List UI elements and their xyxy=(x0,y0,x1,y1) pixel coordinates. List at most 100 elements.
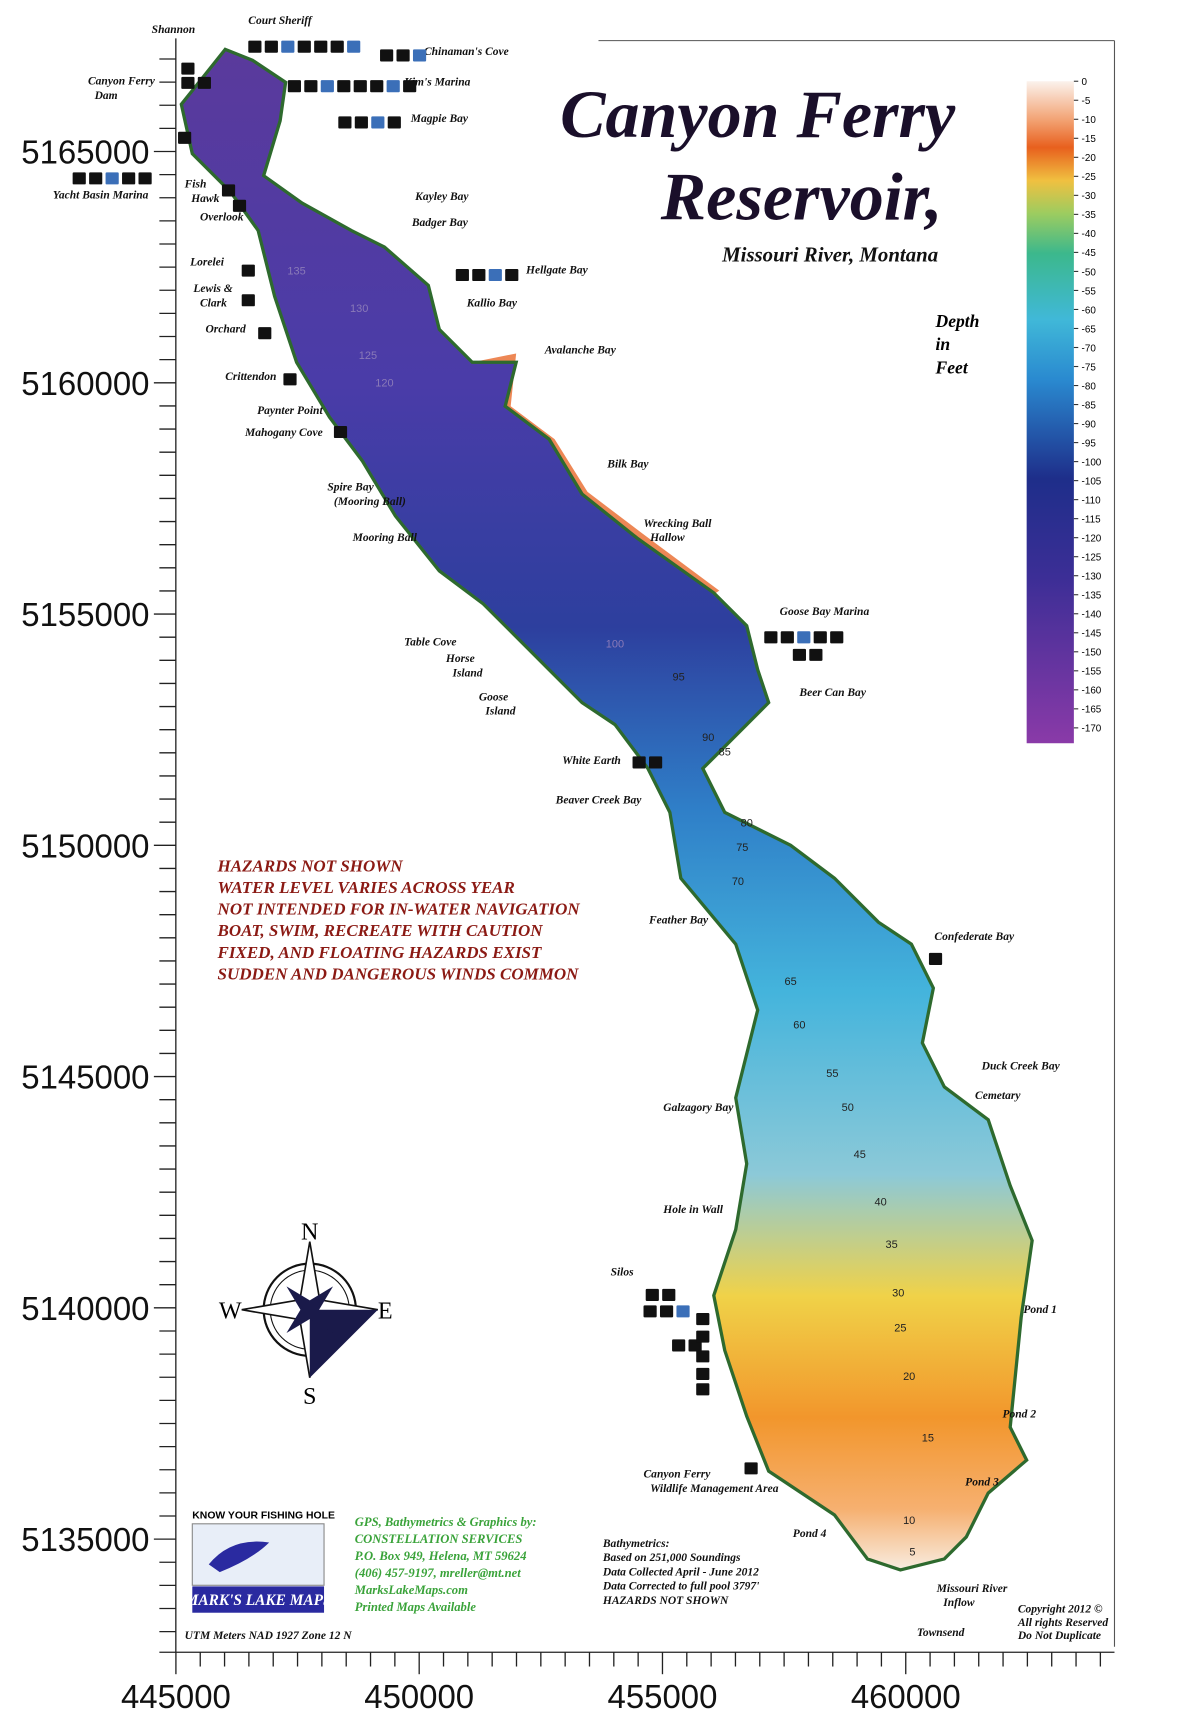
legend-tick-label: -110 xyxy=(1082,495,1102,506)
compass-e: E xyxy=(378,1298,393,1325)
legend-tick-label: -45 xyxy=(1082,248,1097,259)
y-tick-label: 5135000 xyxy=(21,1521,149,1558)
logo-name: MARK'S LAKE MAPS xyxy=(184,1592,332,1609)
amenity-icon xyxy=(380,49,394,62)
amenity-icon xyxy=(347,40,361,53)
legend-tick-label: -115 xyxy=(1082,515,1102,526)
amenity-icon xyxy=(645,1288,659,1301)
contour-label: 25 xyxy=(894,1323,906,1335)
legend-tick-label: -120 xyxy=(1082,534,1102,545)
logo-slogan: KNOW YOUR FISHING HOLE xyxy=(192,1510,335,1521)
projection-note: UTM Meters NAD 1927 Zone 12 N xyxy=(185,1630,353,1642)
x-tick-label: 460000 xyxy=(851,1678,961,1715)
place-label: Goose xyxy=(479,691,508,703)
contour-label: 10 xyxy=(903,1515,915,1527)
place-label: Orchard xyxy=(205,324,246,336)
credit-line: GPS, Bathymetrics & Graphics by: xyxy=(355,1515,537,1529)
legend-tick-label: -15 xyxy=(1082,134,1097,145)
amenity-icon xyxy=(287,80,301,93)
contour-label: 95 xyxy=(673,672,685,684)
legend-tick-label: -135 xyxy=(1082,591,1102,602)
legend-tick-label: -85 xyxy=(1082,400,1097,411)
y-tick-label: 5145000 xyxy=(21,1059,149,1096)
contour-label: 55 xyxy=(826,1068,838,1080)
title-line: Canyon Ferry xyxy=(560,76,956,152)
amenity-icon xyxy=(659,1305,674,1318)
subtitle: Missouri River, Montana xyxy=(721,242,938,266)
annotations: 5135000 5140000 5145000 5150000 5155000 51600… xyxy=(21,15,1108,1715)
logo-banner xyxy=(192,1586,325,1613)
legend-tick-label: -40 xyxy=(1082,229,1097,240)
place-label: (Mooring Ball) xyxy=(334,496,406,508)
place-label: Island xyxy=(451,667,482,679)
hazard-line: FIXED, AND FLOATING HAZARDS EXIST xyxy=(217,943,542,962)
contour-label: 65 xyxy=(785,976,797,988)
place-label: Overlook xyxy=(200,212,244,224)
amenity-icon xyxy=(105,172,119,185)
hazard-line: WATER LEVEL VARIES ACROSS YEAR xyxy=(218,878,515,897)
place-label: Dam xyxy=(94,90,118,102)
legend-tick-label: -145 xyxy=(1082,629,1102,640)
place-label: Hole in Wall xyxy=(662,1204,724,1216)
place-label: Hawk xyxy=(190,193,219,205)
place-label: Pond 4 xyxy=(793,1528,827,1540)
amenity-icon xyxy=(632,756,646,769)
amenity-icon xyxy=(696,1367,710,1380)
place-label: Shannon xyxy=(152,24,196,36)
legend-tick-label: -125 xyxy=(1082,553,1102,564)
place-label: Lorelei xyxy=(189,257,225,269)
amenity-icon xyxy=(304,80,318,93)
survey-note: HAZARDS NOT SHOWN xyxy=(602,1595,729,1607)
place-label: Yacht Basin Marina xyxy=(53,190,149,202)
place-label: Table Cove xyxy=(404,637,456,649)
legend-tick-label: -170 xyxy=(1082,724,1102,735)
amenity-icon xyxy=(809,648,823,661)
amenity-icon xyxy=(320,80,334,93)
contour-label: 20 xyxy=(903,1371,915,1383)
survey-note: Based on 251,000 Soundings xyxy=(602,1552,741,1564)
legend-tick-label: -50 xyxy=(1082,267,1097,278)
legend-tick-label: -65 xyxy=(1082,324,1097,335)
place-label: Clark xyxy=(200,297,227,309)
contour-label: 125 xyxy=(359,350,377,362)
place-label: Goose Bay Marina xyxy=(780,606,870,618)
contour-label: 35 xyxy=(886,1239,898,1251)
amenity-icon xyxy=(764,631,778,644)
place-label: Silos xyxy=(611,1267,635,1279)
amenity-icon xyxy=(353,80,367,93)
amenity-icon xyxy=(830,631,844,644)
hazard-line: SUDDEN AND DANGEROUS WINDS COMMON xyxy=(218,964,580,983)
legend-tick-label: -105 xyxy=(1082,476,1102,487)
contour-label: 85 xyxy=(719,746,731,758)
amenity-icon xyxy=(232,199,247,212)
amenity-icon xyxy=(676,1305,690,1318)
place-label: Cemetary xyxy=(975,1090,1021,1102)
copyright-line: Do Not Duplicate xyxy=(1017,1630,1101,1642)
amenity-icon xyxy=(197,76,211,89)
legend-tick-label: 0 xyxy=(1082,77,1088,88)
amenity-icon xyxy=(696,1383,710,1396)
legend-tick-label: -130 xyxy=(1082,572,1102,583)
hazard-line: BOAT, SWIM, RECREATE WITH CAUTION xyxy=(217,921,544,940)
amenity-icon xyxy=(455,268,469,282)
logo: KNOW YOUR FISHING HOLE MARK'S LAKE MAPS xyxy=(184,1510,335,1613)
amenity-icon xyxy=(396,49,410,62)
title-line: Reservoir, xyxy=(660,159,943,235)
place-label: Inflow xyxy=(942,1597,975,1609)
compass: N E S W xyxy=(219,1218,393,1410)
amenity-icon xyxy=(813,631,827,644)
amenity-icon xyxy=(283,373,297,386)
place-label: Fish xyxy=(184,179,207,191)
amenity-icon xyxy=(505,268,519,282)
legend-tick-label: -100 xyxy=(1082,457,1102,468)
logo-lake xyxy=(208,1541,270,1573)
place-label: Court Sheriff xyxy=(248,15,313,27)
survey-note: Bathymetrics: xyxy=(602,1538,670,1550)
legend-tick-label: -70 xyxy=(1082,343,1097,354)
y-tick-label: 5155000 xyxy=(21,596,149,633)
place-label: Feather Bay xyxy=(648,914,709,926)
amenity-icon xyxy=(333,425,348,439)
amenity-icon xyxy=(797,631,811,644)
amenity-icon xyxy=(122,172,136,185)
